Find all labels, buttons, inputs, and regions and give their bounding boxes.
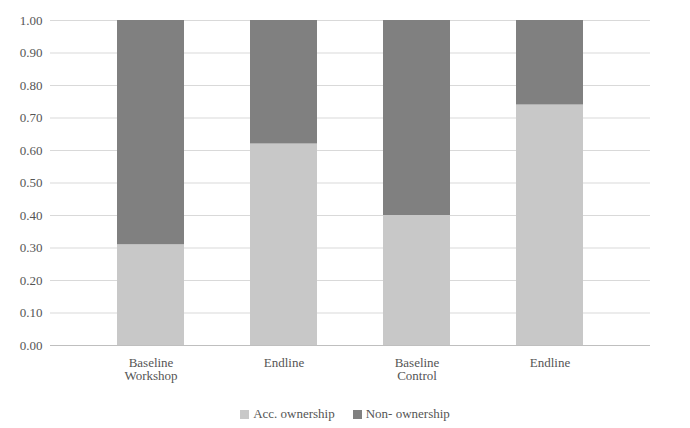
svg-text:0.90: 0.90 [20, 45, 43, 60]
svg-text:0.50: 0.50 [20, 175, 43, 190]
svg-text:Endline: Endline [264, 355, 305, 370]
svg-text:0.80: 0.80 [20, 78, 43, 93]
html-text:Acc. ownership: Acc. ownership [253, 406, 335, 421]
svg-text:0.60: 0.60 [20, 143, 43, 158]
svg-text:0.00: 0.00 [20, 338, 43, 353]
svg-text:0.20: 0.20 [20, 273, 43, 288]
svg-text:0.70: 0.70 [20, 110, 43, 125]
svg-text:BaselineControl: BaselineControl [395, 355, 440, 383]
svg-text:BaselineWorkshop: BaselineWorkshop [124, 355, 177, 383]
html-text:Non- ownership: Non- ownership [365, 406, 450, 421]
svg-text:0.40: 0.40 [20, 208, 43, 223]
svg-text:0.10: 0.10 [20, 305, 43, 320]
svg-text:Endline: Endline [530, 355, 571, 370]
svg-text:1.00: 1.00 [20, 13, 43, 28]
svg-text:0.30: 0.30 [20, 240, 43, 255]
